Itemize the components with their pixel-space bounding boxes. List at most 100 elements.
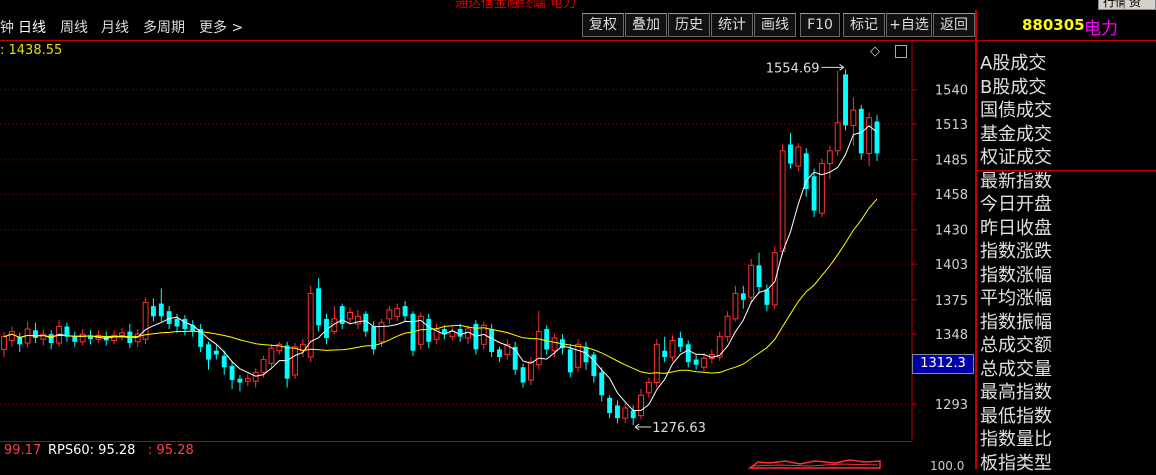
candle-body: [457, 329, 463, 337]
candle-body: [724, 315, 731, 338]
candle-body: [826, 150, 833, 165]
candle-body: [591, 354, 597, 377]
period-more[interactable]: 更多 >: [199, 20, 244, 36]
candle-body: [166, 311, 172, 324]
candle-body: [748, 264, 755, 298]
candle-body: [850, 109, 857, 126]
y-tick-label: 1540: [935, 84, 968, 99]
period-weekly[interactable]: 周线: [60, 20, 88, 36]
candle-body: [630, 410, 636, 419]
diamond-icon[interactable]: ◇: [870, 44, 880, 59]
quote-panel: 880305 电力 A股成交 B股成交 国债成交 基金成交 权证成交 最新指数 今日开盘 昨日…: [975, 10, 1156, 474]
candle-body: [252, 371, 259, 382]
mark-button[interactable]: 标记: [843, 13, 885, 37]
candle-body: [237, 378, 243, 383]
candle-body: [520, 367, 526, 383]
candle-body: [244, 378, 251, 382]
draw-button[interactable]: 画线: [754, 13, 796, 37]
candle-body: [834, 122, 841, 152]
current-price-box: 1312.3: [912, 354, 974, 374]
window-icon[interactable]: [895, 45, 907, 58]
y-tick-label: 1293: [935, 398, 968, 413]
candle-body: [669, 340, 676, 358]
candle-body: [544, 329, 550, 350]
adjust-button[interactable]: 复权: [582, 13, 624, 37]
candle-body: [795, 146, 802, 167]
candle-body: [150, 306, 156, 317]
candle-body: [316, 288, 322, 326]
candle-body: [622, 407, 629, 419]
candle-body: [347, 311, 353, 320]
y-axis-labels: 1540 1513 1485 1458 1430 1403 1375 1348 1293: [912, 84, 968, 413]
add-watchlist-button[interactable]: +自选: [886, 13, 932, 37]
candle-body: [394, 308, 401, 317]
period-multi[interactable]: 多周期: [143, 20, 185, 36]
quote-field-label: 总成交量: [980, 358, 1052, 380]
y-tick-label: 1375: [935, 294, 968, 309]
candle-body: [292, 346, 298, 376]
candle-body: [190, 325, 196, 332]
candle-body: [268, 347, 275, 364]
quote-field-label: 指数涨跌: [980, 241, 1052, 262]
back-button[interactable]: 返回: [933, 13, 975, 37]
candle-body: [64, 326, 70, 337]
indicator-value-1: 99.17: [4, 443, 42, 458]
candle-body: [504, 343, 511, 356]
y-tick-label: 1403: [935, 258, 968, 273]
candle-body: [866, 117, 873, 154]
candle-body: [371, 326, 377, 350]
chart-toolbar: 钟 日线 周线 月线 多周期 更多 > 复权 叠加 历史 统计 画线 F10 标…: [0, 10, 975, 41]
candle-body: [535, 331, 542, 366]
candle-body: [764, 289, 770, 305]
candle-body: [740, 293, 746, 300]
y-tick-label: 1485: [935, 154, 968, 169]
news-tab-button[interactable]: 资讯: [1124, 0, 1156, 10]
quote-field-label: 总成交额: [980, 335, 1052, 356]
quote-field-label: A股成交: [980, 53, 1047, 74]
candle-body: [72, 336, 78, 342]
stats-button[interactable]: 统计: [711, 13, 753, 37]
candle-body: [198, 329, 204, 347]
candle-body: [819, 163, 825, 214]
candle-body: [756, 265, 762, 288]
y-tick-label: 1458: [935, 188, 968, 203]
period-monthly[interactable]: 月线: [101, 20, 129, 36]
rps-value: : 95.28: [148, 443, 194, 458]
quote-field-label: 指数量比: [980, 429, 1052, 450]
candle-body: [843, 74, 848, 126]
quote-field-label: 最高指数: [980, 382, 1052, 403]
candle-body: [79, 333, 86, 343]
candle-body: [134, 333, 141, 343]
candle-body: [119, 332, 125, 336]
candle-body: [716, 336, 723, 358]
candle-body: [811, 176, 817, 211]
history-button[interactable]: 历史: [668, 13, 710, 37]
quote-field-label: 基金成交: [980, 123, 1052, 145]
candle-body: [779, 150, 786, 252]
candle-body: [645, 382, 652, 394]
candle-body: [229, 365, 235, 380]
overlay-button[interactable]: 叠加: [625, 13, 667, 37]
ma-long-line: [3, 198, 878, 374]
candle-body: [339, 306, 345, 324]
candle-body: [685, 344, 691, 363]
candle-body: [489, 329, 495, 352]
kline-chart[interactable]: 1540 1513 1485 1458 1430 1403 1375 1348 1293 155…: [0, 41, 975, 441]
candle-body: [48, 334, 54, 344]
candle-body: [40, 333, 47, 340]
candle-body: [441, 329, 447, 335]
f10-button[interactable]: F10: [800, 13, 840, 37]
candle-body: [638, 394, 644, 417]
period-daily[interactable]: 日线: [18, 20, 46, 36]
ma-short-line: [3, 125, 878, 411]
candle-body: [276, 343, 283, 352]
candle-body: [662, 350, 668, 358]
quote-field-label: 权证成交: [980, 147, 1052, 168]
candle-body: [8, 331, 15, 342]
candle-body: [182, 318, 188, 330]
candle-body: [583, 346, 589, 363]
candle-body: [88, 335, 93, 340]
period-minute[interactable]: 钟: [0, 20, 14, 36]
candle-body: [260, 359, 267, 373]
candle-body: [213, 350, 219, 355]
